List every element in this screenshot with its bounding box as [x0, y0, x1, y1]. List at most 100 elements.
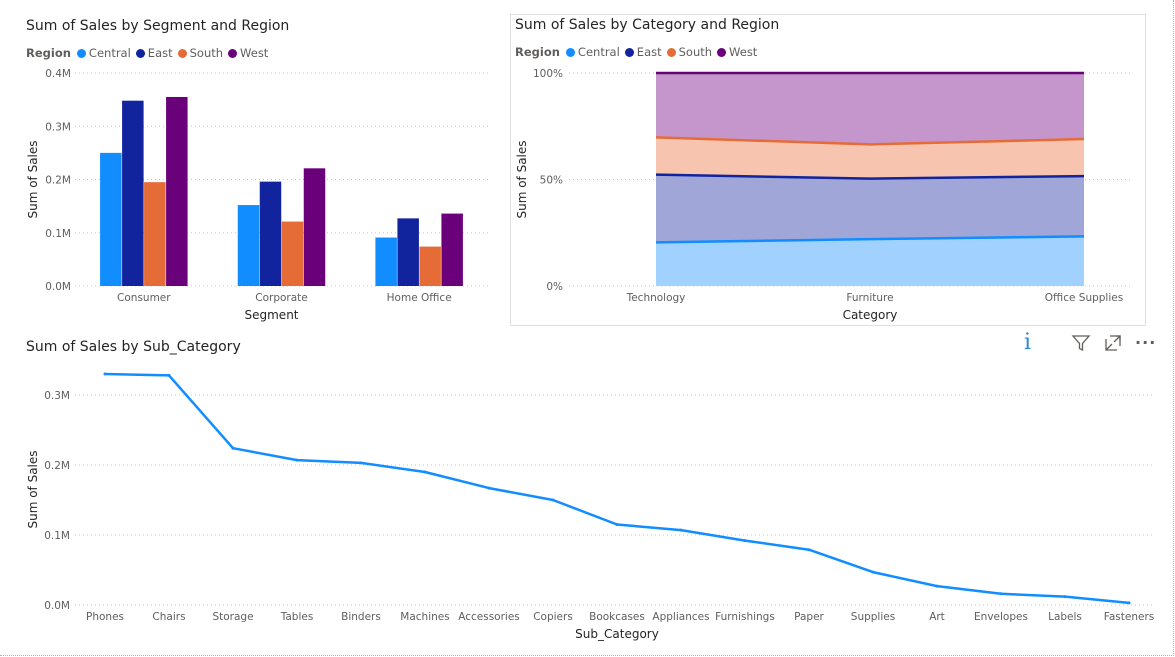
data-point [935, 584, 939, 588]
sales-line [104, 372, 1130, 605]
bar-west [166, 96, 188, 287]
legend-dot-icon [135, 48, 145, 58]
data-point [999, 592, 1003, 596]
x-tick-label: Bookcases [589, 611, 645, 623]
x-tick-label: Tables [280, 611, 314, 623]
area-south [656, 137, 1084, 179]
x-tick-label: Office Supplies [1045, 292, 1123, 304]
y-tick-label: 0.2M [44, 460, 70, 472]
filter-icon[interactable] [1071, 334, 1091, 352]
x-tick-label: Envelopes [974, 611, 1028, 623]
legend-dot-icon [76, 48, 86, 58]
legend-item-west[interactable]: West [228, 46, 268, 60]
data-point [423, 470, 427, 474]
data-point [615, 523, 619, 526]
visual-header: i ··· [1024, 330, 1174, 356]
data-point [551, 498, 555, 502]
y-tick-label: 0.3M [45, 121, 71, 133]
bar-east [397, 218, 419, 286]
x-tick-label: Consumer [117, 292, 171, 304]
legend-dot-icon [228, 48, 238, 58]
legend-item-south[interactable]: South [666, 45, 712, 59]
x-tick-label: Furnishings [715, 611, 775, 623]
legend-item-east[interactable]: East [135, 46, 173, 60]
data-point [807, 548, 811, 552]
x-tick-label: Furniture [846, 292, 893, 304]
bar-central [100, 152, 122, 286]
chart-title: Sum of Sales by Sub_Category [26, 339, 241, 355]
x-tick-label: Supplies [851, 611, 895, 623]
bar-west [441, 213, 463, 286]
legend-item-central[interactable]: Central [565, 45, 620, 59]
y-axis-title: Sum of Sales [515, 140, 529, 218]
bar-central [237, 205, 260, 286]
focus-mode-icon[interactable] [1103, 334, 1123, 352]
segment-region-bar-chart[interactable]: Sum of Sales by Segment and Region Regio… [14, 8, 498, 326]
line-chart-plot: 0.0M 0.1M 0.2M 0.3M Phones Chairs Storage Table… [26, 372, 1154, 641]
more-options-icon[interactable]: ··· [1135, 333, 1157, 352]
chart-title: Sum of Sales by Segment and Region [26, 18, 290, 34]
chart-title: Sum of Sales by Category and Region [515, 17, 780, 33]
y-tick-label: 0.3M [44, 390, 70, 402]
legend-item-central[interactable]: Central [76, 46, 131, 60]
x-tick-label: Accessories [458, 611, 520, 623]
bar-chart-plot: 0.0M 0.1M 0.2M 0.3M 0.4M Consumer Corporate Hom… [26, 68, 488, 322]
y-tick-label: 0.0M [44, 600, 70, 612]
legend-title: Region [515, 45, 560, 59]
y-tick-label: 0% [546, 281, 563, 293]
series-line-south [655, 136, 1085, 146]
area-east [656, 174, 1084, 243]
x-tick-label: Technology [626, 292, 686, 304]
y-tick-label: 0.4M [45, 68, 71, 80]
legend-item-west[interactable]: West [717, 45, 757, 59]
legend-dot-icon [177, 48, 187, 58]
x-tick-label: Machines [400, 611, 449, 623]
legend: Region Central East South West [515, 45, 762, 59]
area-chart-plot: 0% 50% 100% Technology Furniture Office Suppl… [515, 68, 1131, 322]
bar-east [122, 100, 144, 286]
bar-south [419, 246, 441, 286]
x-tick-label: Appliances [652, 611, 709, 623]
legend: Region Central East South West [26, 46, 273, 60]
bar-south [144, 182, 166, 286]
x-tick-label: Chairs [152, 611, 185, 623]
y-tick-label: 0.1M [44, 530, 70, 542]
x-tick-label: Home Office [387, 292, 452, 304]
y-tick-label: 100% [533, 68, 563, 80]
legend-dot-icon [717, 47, 727, 57]
data-point [359, 461, 363, 465]
subcategory-line-chart[interactable]: Sum of Sales by Sub_Category 0.0M 0.1M 0.2… [14, 334, 1164, 644]
x-tick-label: Paper [794, 611, 824, 623]
series-line-central [655, 235, 1085, 244]
x-tick-label: Corporate [255, 292, 308, 304]
x-tick-label: Storage [212, 611, 253, 623]
data-point [487, 486, 491, 490]
data-point [743, 539, 747, 543]
x-axis-title: Segment [245, 308, 299, 322]
data-point [103, 372, 107, 376]
y-tick-label: 0.0M [45, 281, 71, 293]
bar-west [303, 168, 326, 286]
bar-south [281, 221, 304, 286]
y-tick-label: 0.1M [45, 228, 71, 240]
series-line-east [655, 173, 1085, 180]
area-central [656, 236, 1084, 286]
legend-dot-icon [666, 47, 676, 57]
y-tick-label: 50% [540, 175, 563, 187]
x-tick-label: Binders [341, 611, 381, 623]
y-axis-title: Sum of Sales [26, 450, 40, 528]
legend-dot-icon [565, 47, 575, 57]
data-point [231, 446, 235, 450]
data-point [295, 458, 299, 462]
info-icon[interactable]: i [1024, 330, 1032, 355]
data-point [1063, 595, 1067, 599]
category-region-area-chart[interactable]: Sum of Sales by Category and Region Regi… [510, 14, 1146, 326]
legend-item-east[interactable]: East [624, 45, 662, 59]
data-point [871, 570, 875, 574]
legend-item-south[interactable]: South [177, 46, 223, 60]
area-west [656, 73, 1084, 145]
x-tick-label: Art [929, 611, 945, 623]
y-axis-title: Sum of Sales [26, 140, 40, 218]
legend-dot-icon [624, 47, 634, 57]
